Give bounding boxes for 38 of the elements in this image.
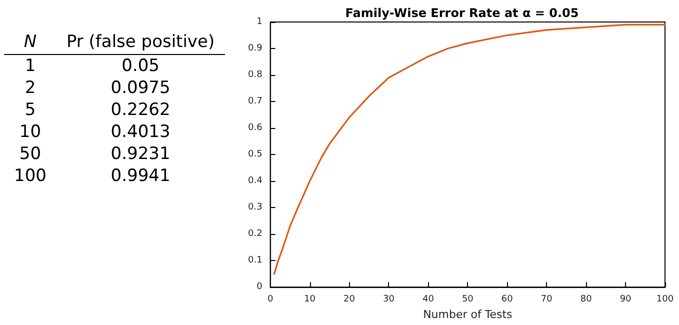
x-tick-label: 100: [656, 294, 674, 305]
data-label: 0.9941: [110, 165, 172, 187]
text: N: [4, 30, 56, 54]
chart-title: Family-Wise Error Rate at α = 0.05: [345, 6, 579, 20]
x-axis-title: Number of Tests: [423, 308, 513, 321]
x-tick-label: 30: [382, 294, 395, 305]
category-label: 2: [24, 77, 37, 99]
text: Pr (false positive): [56, 30, 225, 54]
data-label: 0.2262: [110, 99, 172, 121]
x-tick-label: 60: [501, 294, 514, 305]
data-label: 0.05: [120, 55, 160, 77]
x-tick-label: 50: [462, 294, 474, 305]
x-tick-label: 0: [267, 294, 274, 305]
category-label: 10: [18, 121, 42, 143]
category-label: 100: [13, 165, 48, 187]
x-tick-label: 20: [344, 294, 356, 305]
category-label: 5: [24, 99, 37, 121]
y-tick-label: 0: [256, 282, 263, 292]
x-tick-label: 10: [304, 294, 316, 305]
y-tick-label: 0.5: [248, 150, 262, 160]
data-label: 0.9231: [110, 143, 172, 165]
data-label: 0.4013: [110, 121, 172, 143]
category-label: 50: [18, 143, 42, 165]
y-tick-label: 0.3: [248, 202, 262, 213]
y-tick-label: 0.9: [248, 44, 263, 54]
y-tick-label: 1: [256, 17, 262, 27]
category-label: 1: [24, 55, 37, 77]
x-tick-label: 80: [580, 294, 592, 305]
y-tick-label: 0.1: [248, 256, 262, 266]
y-tick-label: 0.4: [248, 176, 263, 186]
x-tick-label: 70: [540, 294, 553, 305]
y-tick-label: 0.7: [248, 96, 262, 107]
x-tick-label: 90: [620, 294, 632, 305]
y-tick-label: 0.6: [248, 123, 263, 134]
data-label: 0.0975: [110, 77, 172, 99]
y-tick-label: 0.8: [248, 70, 263, 80]
x-tick-label: 40: [422, 294, 434, 305]
y-tick-label: 0.2: [248, 229, 262, 240]
